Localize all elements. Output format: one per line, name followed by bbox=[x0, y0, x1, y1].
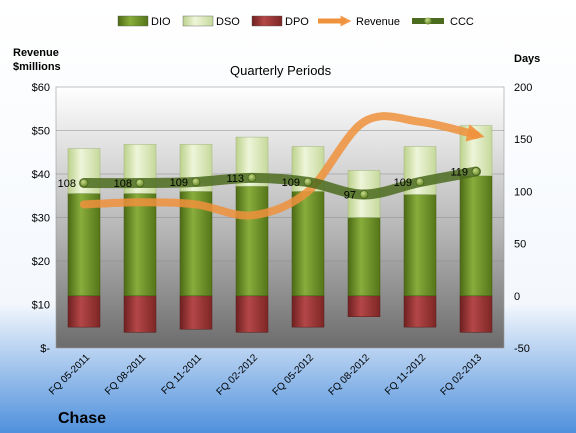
left-tick-label: $40 bbox=[32, 169, 50, 181]
revenue-layer bbox=[80, 112, 485, 220]
dpo-bar bbox=[67, 295, 101, 328]
left-tick-label: $10 bbox=[32, 300, 50, 312]
ccc-data-label: 108 bbox=[58, 178, 76, 190]
dpo-bar bbox=[459, 295, 493, 333]
legend-label: Revenue bbox=[356, 16, 400, 28]
legend-label: DPO bbox=[285, 16, 309, 28]
dpo-bar bbox=[179, 295, 213, 330]
left-tick-label: $20 bbox=[32, 256, 50, 268]
dio-bar bbox=[291, 191, 325, 297]
legend: DIO DSO DPO Revenue CCC bbox=[117, 15, 474, 28]
dpo-bar bbox=[347, 295, 381, 317]
company-name: Chase bbox=[58, 410, 106, 427]
dio-bar bbox=[403, 194, 437, 297]
dpo-bar bbox=[291, 295, 325, 328]
dio-bar bbox=[459, 175, 493, 297]
chart-title: Quarterly Periods bbox=[230, 63, 332, 78]
ccc-data-label: 109 bbox=[282, 177, 300, 189]
left-tick-label: $- bbox=[40, 343, 50, 355]
right-tick-label: -50 bbox=[514, 343, 530, 355]
ccc-point bbox=[135, 178, 145, 188]
ccc-point bbox=[303, 177, 313, 187]
ccc-data-label: 113 bbox=[226, 173, 244, 185]
ccc-data-label: 119 bbox=[450, 167, 468, 179]
left-axis-ticks: $- $10 $20 $30 $40 $50 $60 bbox=[32, 82, 51, 355]
right-axis-label: Days bbox=[514, 53, 540, 65]
legend-swatch bbox=[424, 17, 432, 25]
left-tick-label: $60 bbox=[32, 82, 50, 94]
dio-bar bbox=[67, 193, 101, 297]
dpo-bar bbox=[403, 295, 437, 328]
ccc-line bbox=[79, 166, 481, 200]
ccc-point bbox=[79, 178, 89, 188]
dio-bar bbox=[347, 217, 381, 297]
ccc-point bbox=[471, 167, 481, 176]
left-axis-label-line1: Revenue bbox=[13, 47, 59, 59]
right-tick-label: 200 bbox=[514, 82, 532, 94]
dpo-bar bbox=[235, 295, 269, 333]
ccc-point bbox=[359, 190, 369, 199]
legend-swatch bbox=[117, 15, 149, 27]
legend-label: DSO bbox=[216, 16, 240, 28]
right-tick-label: 150 bbox=[514, 134, 532, 146]
ccc-data-label: 108 bbox=[114, 178, 132, 190]
legend-label: CCC bbox=[450, 16, 474, 28]
right-tick-label: 50 bbox=[514, 239, 526, 251]
left-tick-label: $50 bbox=[32, 126, 50, 138]
right-axis-ticks: -50 0 50 100 150 200 bbox=[514, 82, 532, 355]
ccc-data-label: 97 bbox=[344, 190, 356, 202]
dio-bar bbox=[123, 193, 157, 297]
dio-bar bbox=[235, 185, 269, 297]
left-axis-label-line2: $millions bbox=[13, 61, 61, 73]
right-tick-label: 100 bbox=[514, 186, 532, 198]
ccc-data-label: 109 bbox=[394, 177, 412, 189]
ccc-layer: 108 108 109 113 109 97 109 119 bbox=[58, 166, 481, 202]
dpo-bar bbox=[123, 295, 157, 333]
legend-swatch bbox=[182, 15, 214, 27]
revenue-line bbox=[80, 112, 485, 220]
ccc-data-label: 109 bbox=[170, 177, 188, 189]
ccc-point bbox=[191, 177, 201, 187]
legend-swatch bbox=[251, 15, 283, 27]
ccc-point bbox=[415, 177, 425, 187]
right-tick-label: 0 bbox=[514, 291, 520, 303]
ccc-point bbox=[247, 173, 257, 183]
left-tick-label: $30 bbox=[32, 213, 50, 225]
legend-label: DIO bbox=[151, 16, 171, 28]
